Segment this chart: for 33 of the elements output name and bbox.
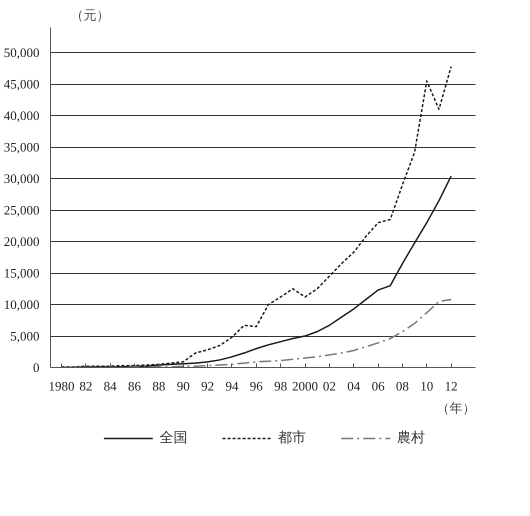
x-tick-label: 94 (225, 378, 239, 394)
y-tick-label: 50,000 (4, 45, 40, 60)
x-tick-label: 82 (79, 378, 92, 394)
y-tick-label: 0 (33, 360, 40, 375)
x-tick-label: 2000 (292, 378, 318, 394)
legend-label: 都市 (278, 430, 306, 446)
x-tick-label: 86 (128, 378, 142, 394)
legend-label: 全国 (160, 430, 188, 446)
x-tick-label: 10 (420, 378, 434, 394)
x-axis-title: （年） (436, 400, 476, 416)
x-tick-label: 92 (201, 378, 214, 394)
x-tick-label: 98 (274, 378, 288, 394)
y-tick-label: 15,000 (4, 266, 40, 281)
y-axis-title: （元） (70, 8, 110, 22)
x-tick-label: 96 (250, 378, 264, 394)
y-tick-label: 25,000 (4, 202, 40, 218)
x-tick-label: 12 (444, 378, 458, 394)
x-tick-label: 06 (372, 378, 386, 394)
x-tick-label: 84 (104, 378, 118, 394)
y-tick-label: 20,000 (4, 234, 40, 250)
y-tick-label: 10,000 (4, 297, 40, 312)
y-tick-label: 5,000 (10, 328, 40, 344)
x-tick-label: 88 (152, 378, 166, 394)
y-tick-label: 40,000 (4, 108, 40, 124)
x-tick-label: 1980 (48, 378, 74, 394)
x-tick-label: 04 (347, 378, 361, 394)
x-tick-label: 02 (322, 378, 336, 394)
x-tick-label: 90 (176, 378, 190, 394)
x-tick-label: 08 (396, 378, 409, 394)
y-tick-label: 35,000 (4, 140, 40, 155)
y-tick-label: 30,000 (4, 171, 40, 186)
legend-label: 農村 (396, 430, 425, 446)
y-tick-label: 45,000 (4, 76, 40, 92)
